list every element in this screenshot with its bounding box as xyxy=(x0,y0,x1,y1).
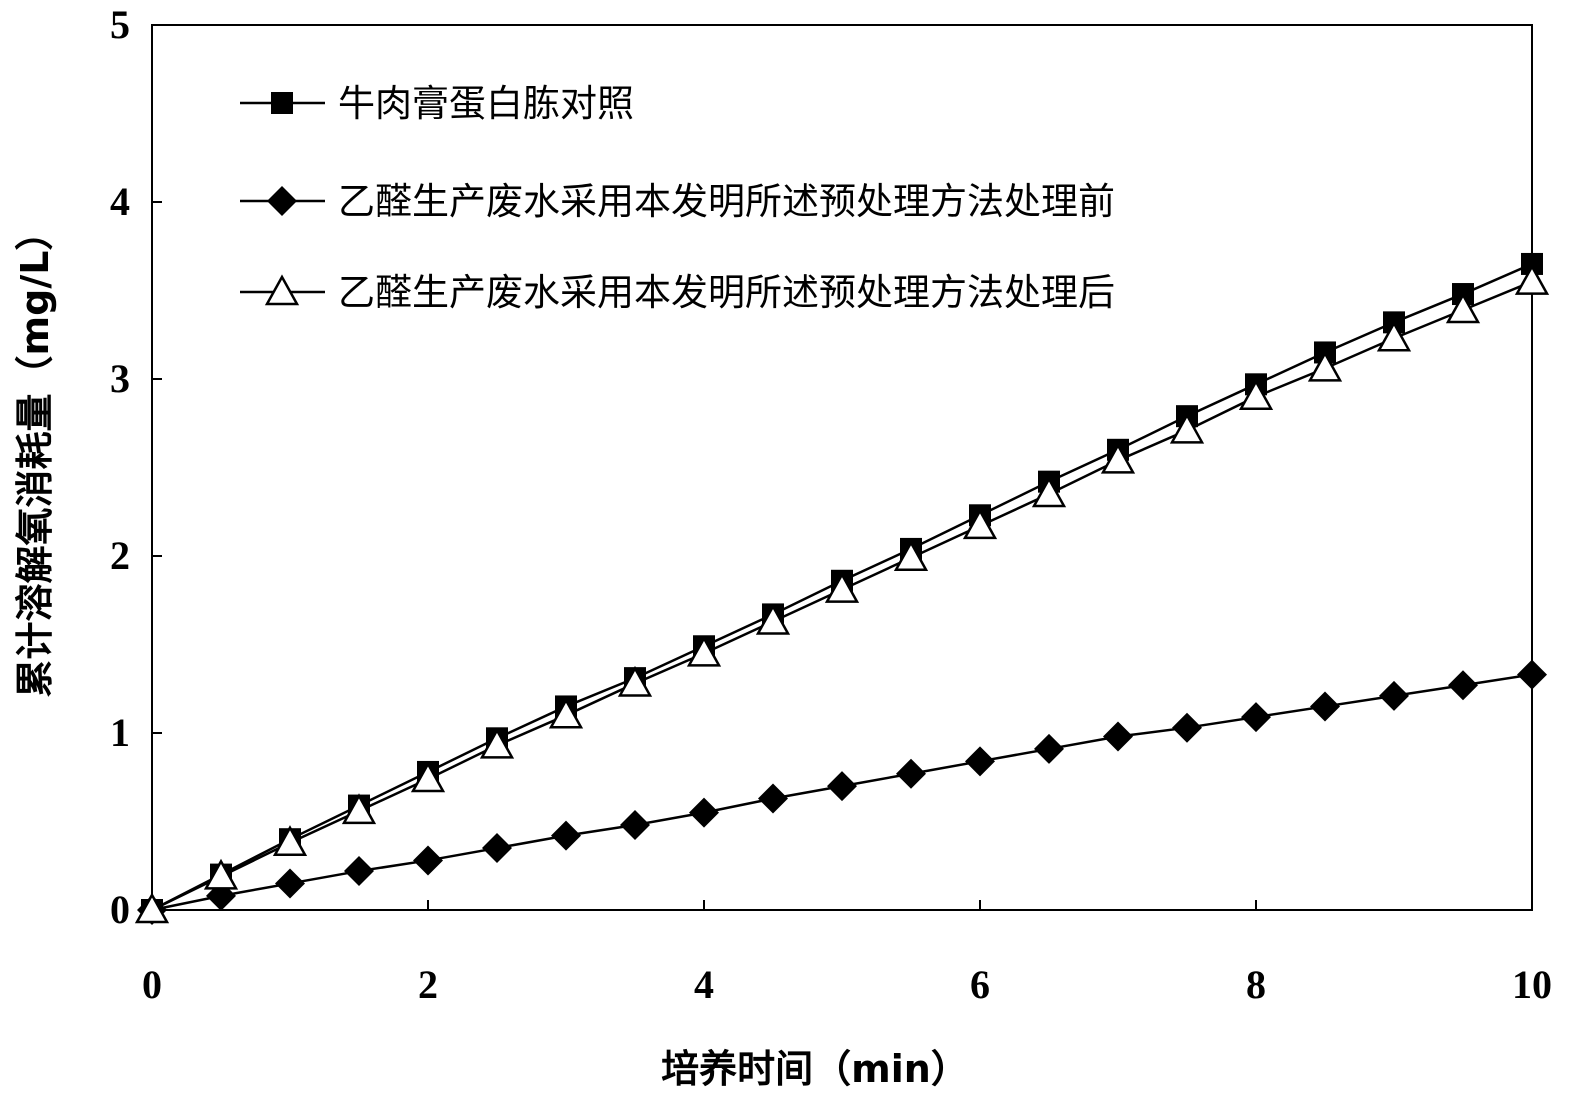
x-tick-label: 8 xyxy=(1246,962,1266,1007)
data-point xyxy=(755,603,791,635)
data-point xyxy=(1514,264,1550,295)
data-point xyxy=(965,746,995,777)
legend: 牛肉膏蛋白胨对照乙醛生产废水采用本发明所述预处理方法处理前乙醛生产废水采用本发明… xyxy=(240,82,1115,314)
data-point xyxy=(686,635,722,667)
data-point xyxy=(275,868,305,899)
data-point xyxy=(896,758,926,789)
data-point xyxy=(341,793,377,825)
data-point xyxy=(758,783,788,814)
data-point xyxy=(1172,712,1202,743)
legend-marker xyxy=(271,92,293,114)
data-point xyxy=(413,845,443,876)
series-2 xyxy=(137,659,1547,925)
data-point xyxy=(689,797,719,828)
data-point xyxy=(1238,379,1274,410)
legend-marker xyxy=(264,274,300,306)
data-point xyxy=(203,858,239,890)
data-point xyxy=(1031,476,1067,508)
data-point xyxy=(1448,670,1478,701)
data-point xyxy=(1307,350,1343,382)
x-axis-title: 培养时间（min） xyxy=(661,1047,969,1091)
y-tick-label: 5 xyxy=(110,2,130,47)
y-tick-label: 3 xyxy=(110,356,130,401)
y-tick-label: 2 xyxy=(110,533,130,578)
x-tick-label: 2 xyxy=(418,962,438,1007)
y-axis: 0 1 2 3 4 5 xyxy=(110,2,162,932)
data-point xyxy=(1241,702,1271,733)
data-point xyxy=(134,892,170,924)
legend-item: 乙醛生产废水采用本发明所述预处理方法处理前 xyxy=(240,180,1115,223)
data-point xyxy=(344,856,374,887)
legend-label: 牛肉膏蛋白胨对照 xyxy=(338,82,634,125)
data-point xyxy=(1517,659,1547,690)
data-point xyxy=(479,727,515,759)
y-tick-label: 4 xyxy=(110,179,130,224)
legend-marker xyxy=(267,186,297,216)
legend-label: 乙醛生产废水采用本发明所述预处理方法处理前 xyxy=(338,180,1115,223)
data-point xyxy=(272,825,308,856)
legend-item: 牛肉膏蛋白胨对照 xyxy=(240,82,634,125)
x-tick-label: 4 xyxy=(694,962,714,1007)
x-tick-label: 10 xyxy=(1512,962,1552,1007)
x-tick-label: 0 xyxy=(142,962,162,1007)
series-layer xyxy=(134,252,1550,925)
data-point xyxy=(1379,680,1409,711)
data-point xyxy=(617,665,653,697)
legend-label: 乙醛生产废水采用本发明所述预处理方法处理后 xyxy=(338,271,1115,314)
data-point xyxy=(824,572,860,603)
data-point xyxy=(962,508,998,540)
legend-item: 乙醛生产废水采用本发明所述预处理方法处理后 xyxy=(240,271,1115,314)
data-point xyxy=(1169,412,1205,444)
data-point xyxy=(1310,691,1340,722)
x-tick-label: 6 xyxy=(970,962,990,1007)
data-point xyxy=(1100,442,1136,474)
data-point xyxy=(1034,733,1064,764)
y-axis-title: 累计溶解氧消耗量（mg/L） xyxy=(13,213,57,698)
series-3 xyxy=(134,264,1550,924)
y-tick-label: 1 xyxy=(110,710,130,755)
data-point xyxy=(827,771,857,802)
data-point xyxy=(548,697,584,729)
data-point xyxy=(482,833,512,864)
data-point xyxy=(893,540,929,572)
data-point xyxy=(551,820,581,851)
data-point xyxy=(1445,292,1481,324)
data-point xyxy=(1376,320,1412,352)
data-point xyxy=(410,761,446,793)
data-point xyxy=(1103,721,1133,752)
plot-area xyxy=(151,24,1533,911)
data-point xyxy=(620,810,650,841)
x-axis: 0 2 4 6 8 10 xyxy=(142,900,1552,1007)
data-point xyxy=(1521,252,1543,275)
y-tick-label: 0 xyxy=(110,887,130,932)
